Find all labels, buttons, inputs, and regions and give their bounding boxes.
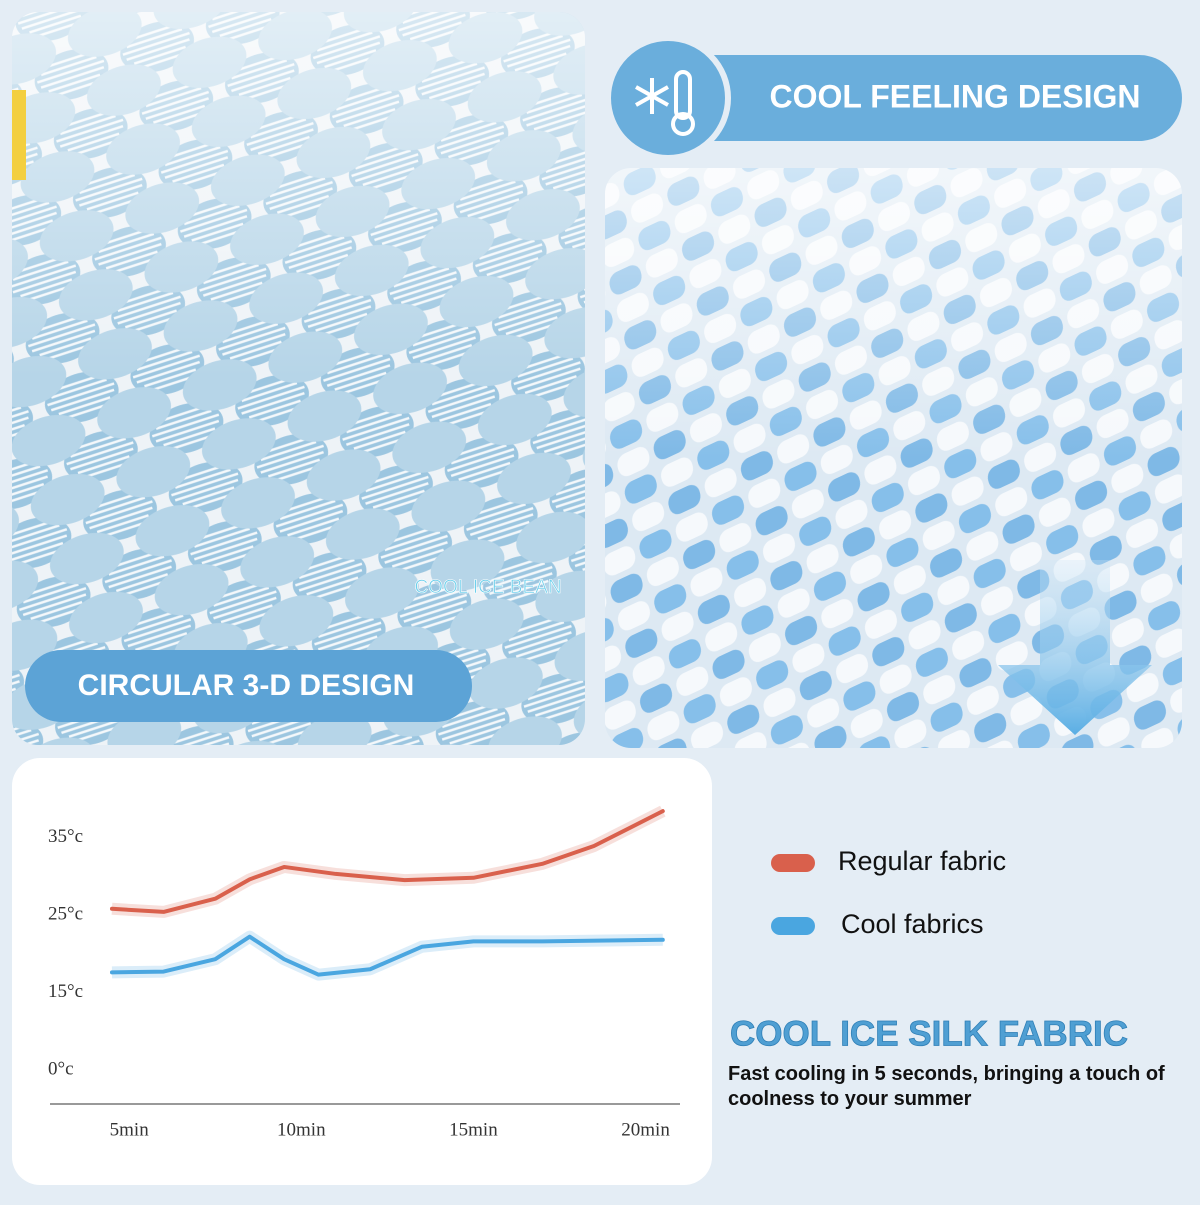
legend-label: Cool fabrics [841,909,984,939]
footer-box: Fast cooling in 5 seconds, bringing a to… [728,1063,1165,1110]
x-tick-label: 10min [277,1119,326,1140]
badge-text: CIRCULAR 3-D DESIGN [78,669,415,702]
y-tick-label: 15°c [48,981,83,1002]
snow-icon [635,70,695,136]
footer-title: COOL ICE SILK FABRIC [730,1014,1128,1053]
chart: 0°c 15°c 25°c 35°c 5min 10min 15min 20min Regula… [48,805,1006,1140]
legend-label: Regular fabric [838,846,1006,876]
icon-circle [605,35,731,161]
badge [25,650,472,722]
header-title: COOL FEELING DESIGN [770,78,1141,114]
y-tick-label: 0°c [48,1058,74,1079]
series-line [109,934,665,977]
series-line [109,809,665,914]
x-tick-label: 5min [110,1119,150,1140]
x-tick-label: 15min [449,1119,498,1140]
weave-photo [605,168,1182,748]
fabric-photo [12,12,585,745]
photo-caption: COOL ICE BEAN [414,577,561,598]
y-tick-label: 25°c [48,903,83,924]
header-banner [650,55,1182,141]
y-tick-label: 35°c [48,826,83,847]
x-tick-label: 20min [621,1119,670,1140]
footer-text: Fast cooling in 5 seconds, bringing a to… [728,1063,1165,1110]
